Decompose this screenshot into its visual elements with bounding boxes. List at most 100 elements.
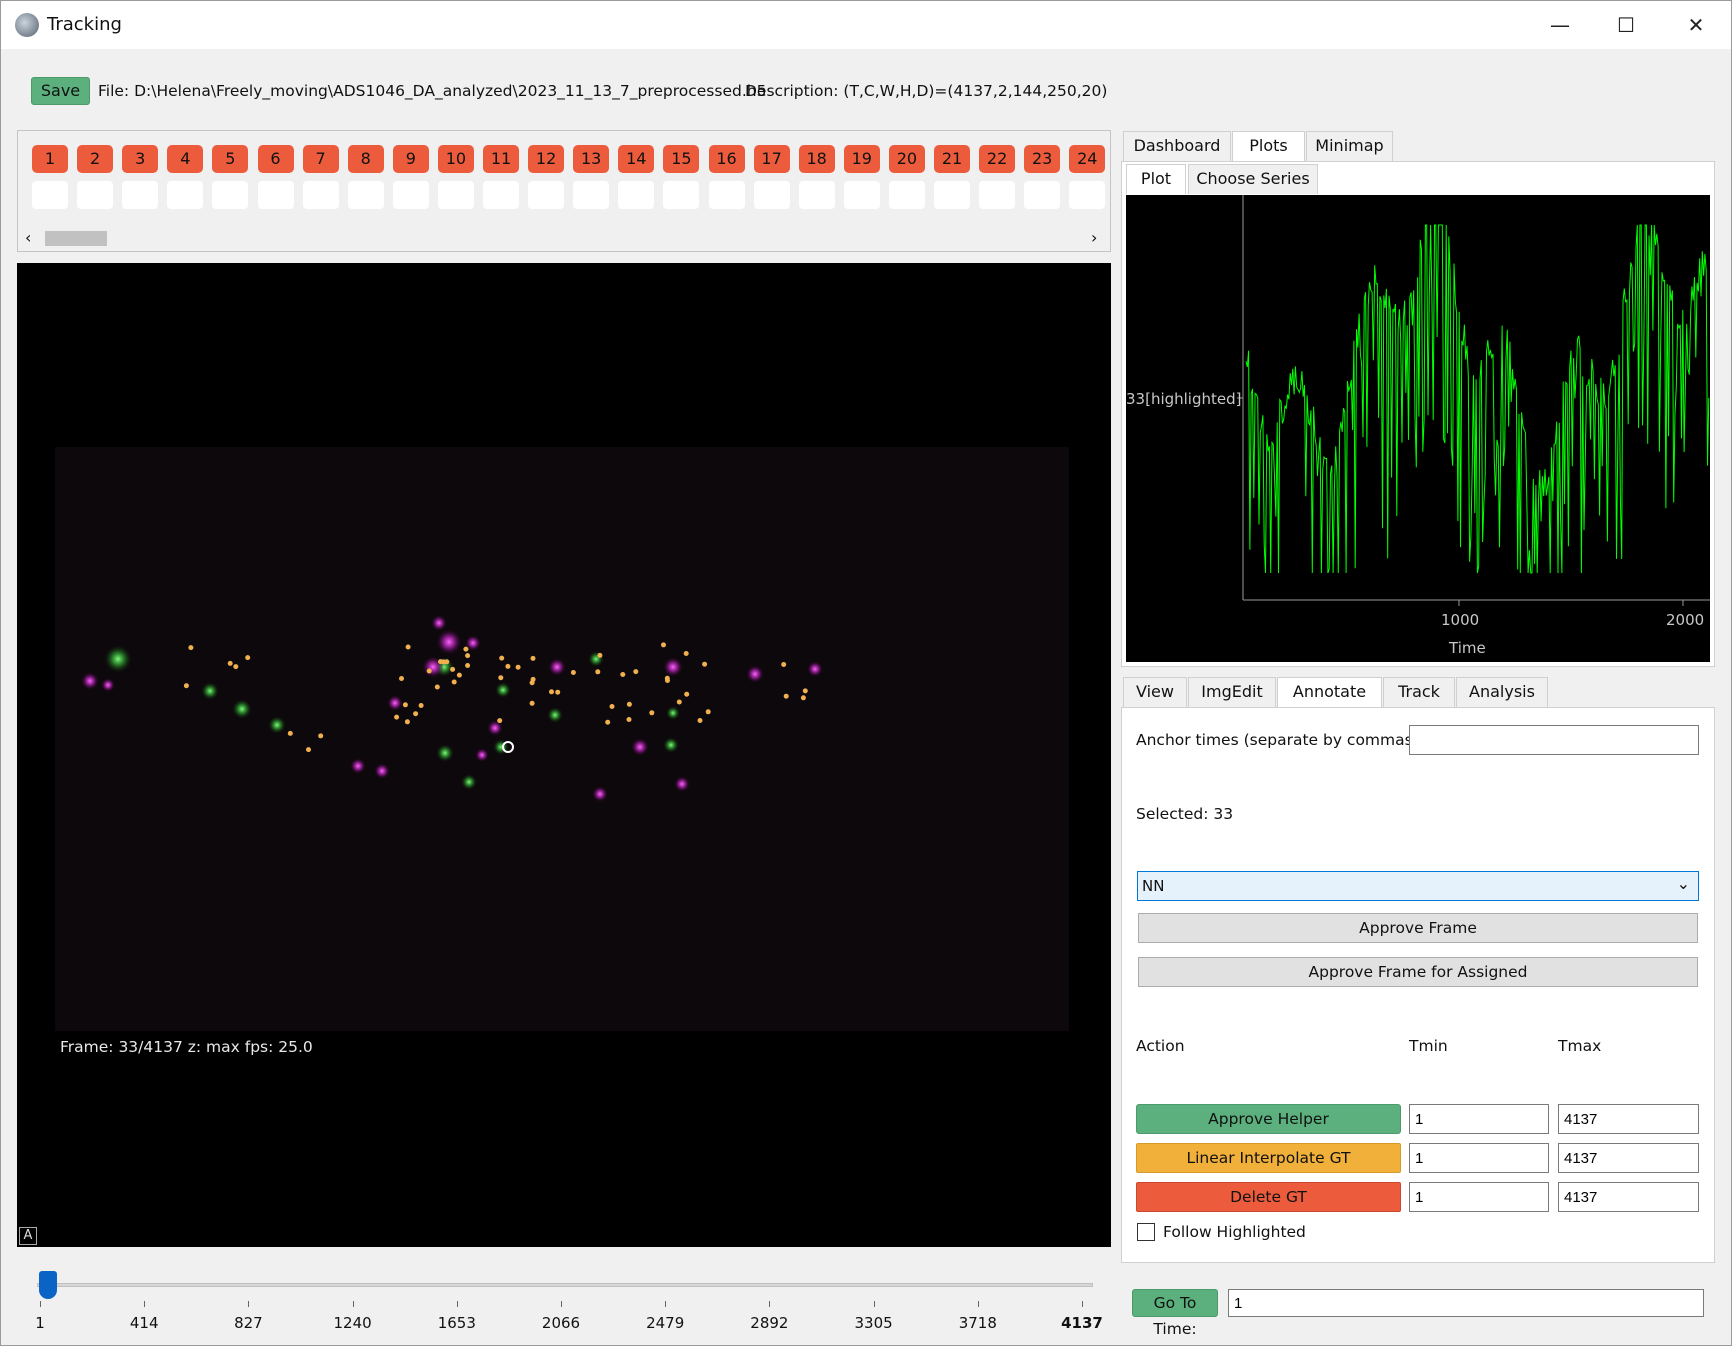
delete-gt-button[interactable]: Delete GT	[1136, 1182, 1401, 1212]
neuron-button-17[interactable]: 17	[753, 145, 790, 173]
neuron-slot-24[interactable]	[1069, 181, 1106, 209]
tab-annotate[interactable]: Annotate	[1277, 677, 1382, 707]
neuron-button-3[interactable]: 3	[122, 145, 159, 173]
neuron-slot-16[interactable]	[708, 181, 745, 209]
tab-view[interactable]: View	[1123, 677, 1187, 707]
neuron-slot-23[interactable]	[1024, 181, 1061, 209]
neuron-button-14[interactable]: 14	[618, 145, 655, 173]
neuron-slot-19[interactable]	[843, 181, 880, 209]
plot-y-label: 33[highlighted]	[1126, 390, 1242, 408]
action-header: Action	[1136, 1037, 1185, 1055]
subtab-plot[interactable]: Plot	[1126, 164, 1186, 194]
neuron-slot-3[interactable]	[122, 181, 159, 209]
delete-gt-tmin-input[interactable]	[1409, 1182, 1549, 1212]
neuron-button-13[interactable]: 13	[573, 145, 610, 173]
scroll-left-icon[interactable]: ‹	[25, 228, 32, 247]
linear-interpolate-tmin-input[interactable]	[1409, 1143, 1549, 1173]
neuron-slot-12[interactable]	[528, 181, 565, 209]
neuron-button-1[interactable]: 1	[32, 145, 68, 173]
scroll-right-icon[interactable]: ›	[1091, 228, 1098, 247]
neuron-button-24[interactable]: 24	[1069, 145, 1106, 173]
minimize-icon[interactable]: —	[1550, 13, 1570, 37]
approve-helper-tmax-input[interactable]	[1558, 1104, 1699, 1134]
assignment-mode-dropdown[interactable]: NN ⌄	[1137, 871, 1699, 901]
anchor-times-input[interactable]	[1409, 725, 1699, 755]
plot-area[interactable]: 33[highlighted] 1000 2000 Time	[1126, 195, 1710, 662]
approve-helper-button[interactable]: Approve Helper	[1136, 1104, 1401, 1134]
tab-imgedit[interactable]: ImgEdit	[1188, 677, 1276, 707]
neuron-button-19[interactable]: 19	[843, 145, 880, 173]
neuron-button-2[interactable]: 2	[77, 145, 114, 173]
neuron-slot-14[interactable]	[618, 181, 655, 209]
approve-frame-assigned-button[interactable]: Approve Frame for Assigned	[1138, 957, 1698, 987]
neuron-button-12[interactable]: 12	[528, 145, 565, 173]
timeline-tick-mark	[665, 1301, 667, 1307]
neuron-slot-8[interactable]	[347, 181, 384, 209]
tab-dashboard[interactable]: Dashboard	[1123, 131, 1231, 161]
maximize-icon[interactable]: ☐	[1617, 13, 1635, 37]
follow-highlighted-checkbox[interactable]	[1137, 1223, 1155, 1241]
neuron-button-6[interactable]: 6	[257, 145, 294, 173]
fluorescence-blobs	[81, 615, 823, 802]
neuron-slot-20[interactable]	[888, 181, 925, 209]
time-slider-handle[interactable]	[39, 1271, 57, 1299]
neuron-slot-7[interactable]	[302, 181, 339, 209]
horizontal-scrollbar[interactable]: ‹ ›	[21, 229, 1107, 247]
neuron-slot-21[interactable]	[934, 181, 970, 209]
tab-analysis[interactable]: Analysis	[1456, 677, 1548, 707]
neuron-slot-22[interactable]	[979, 181, 1016, 209]
neuron-slot-5[interactable]	[212, 181, 249, 209]
tab-track[interactable]: Track	[1383, 677, 1455, 707]
timeline-tick-mark	[769, 1301, 771, 1307]
timeline-tick-label: 827	[234, 1314, 263, 1332]
tab-plots[interactable]: Plots	[1232, 131, 1305, 161]
neuron-button-11[interactable]: 11	[483, 145, 519, 173]
approve-frame-button[interactable]: Approve Frame	[1138, 913, 1698, 943]
go-to-time-button[interactable]: Go To Time:	[1132, 1289, 1218, 1338]
neuron-button-20[interactable]: 20	[888, 145, 925, 173]
tab-minimap[interactable]: Minimap	[1306, 131, 1393, 161]
time-slider-track[interactable]	[37, 1283, 1093, 1287]
neuron-button-18[interactable]: 18	[798, 145, 835, 173]
timeline-tick-label: 4137	[1061, 1314, 1103, 1332]
neuron-slot-13[interactable]	[573, 181, 610, 209]
neuron-slot-4[interactable]	[167, 181, 204, 209]
neuron-button-8[interactable]: 8	[347, 145, 384, 173]
app-icon	[15, 13, 39, 37]
delete-gt-tmax-input[interactable]	[1558, 1182, 1699, 1212]
auto-range-icon[interactable]: A	[19, 1227, 37, 1245]
neuron-slot-18[interactable]	[798, 181, 835, 209]
timeline-tick-label: 1	[35, 1314, 45, 1332]
neuron-button-panel: 1 2 3 4 5 6 7 8 9 10 11 12 13 14 15 16 17 18 19 20 21 22 23 24 …	[17, 130, 1111, 252]
linear-interpolate-gt-button[interactable]: Linear Interpolate GT	[1136, 1143, 1401, 1173]
neuron-button-15[interactable]: 15	[663, 145, 700, 173]
neuron-button-7[interactable]: 7	[302, 145, 339, 173]
scrollbar-thumb[interactable]	[45, 231, 107, 246]
neuron-button-9[interactable]: 9	[392, 145, 429, 173]
tmin-header: Tmin	[1409, 1037, 1448, 1055]
neuron-button-10[interactable]: 10	[437, 145, 474, 173]
neuron-slot-15[interactable]	[663, 181, 700, 209]
neuron-slot-11[interactable]	[483, 181, 519, 209]
neuron-button-21[interactable]: 21	[934, 145, 970, 173]
neuron-button-4[interactable]: 4	[167, 145, 204, 173]
neuron-slot-17[interactable]	[753, 181, 790, 209]
neuron-slot-6[interactable]	[257, 181, 294, 209]
neuron-slot-10[interactable]	[437, 181, 474, 209]
neuron-button-22[interactable]: 22	[979, 145, 1016, 173]
go-to-time-input[interactable]	[1228, 1289, 1704, 1317]
neuron-slot-1[interactable]	[32, 181, 68, 209]
image-viewer[interactable]: Frame: 33/4137 z: max fps: 25.0 A	[17, 263, 1111, 1247]
neuron-button-5[interactable]: 5	[212, 145, 249, 173]
close-icon[interactable]: ✕	[1687, 13, 1705, 37]
neuron-button-23[interactable]: 23	[1024, 145, 1061, 173]
approve-helper-tmin-input[interactable]	[1409, 1104, 1549, 1134]
neuron-slot-2[interactable]	[77, 181, 114, 209]
linear-interpolate-tmax-input[interactable]	[1558, 1143, 1699, 1173]
timeline-tick-mark	[40, 1301, 41, 1307]
neuron-button-16[interactable]: 16	[708, 145, 745, 173]
timeline-tick-label: 1240	[333, 1314, 372, 1332]
subtab-choose-series[interactable]: Choose Series	[1188, 164, 1318, 194]
neuron-slot-9[interactable]	[392, 181, 429, 209]
save-button[interactable]: Save	[31, 77, 90, 105]
